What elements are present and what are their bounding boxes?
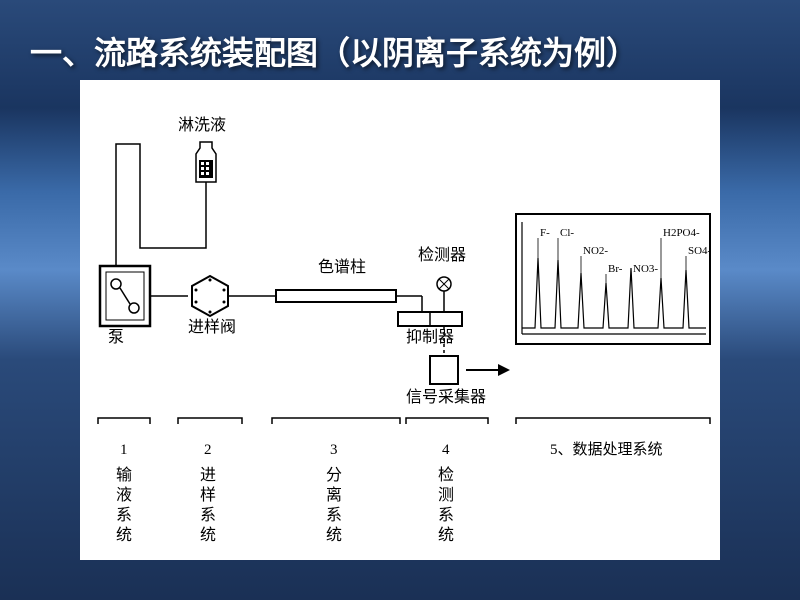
valve-icon	[192, 276, 228, 316]
section-name-char: 液	[116, 486, 132, 504]
collector-icon	[430, 356, 458, 384]
section-name-char: 系	[326, 506, 342, 524]
section-name-char: 检	[438, 466, 454, 484]
label-detector: 检测器	[418, 246, 466, 264]
section-2-num: 2	[204, 442, 212, 458]
peak-label: Cl-	[560, 227, 574, 239]
section-1-num: 1	[120, 442, 128, 458]
section-name-char: 输	[116, 466, 132, 484]
peak-label: NO3-	[633, 263, 658, 275]
label-pump: 泵	[108, 328, 124, 346]
section-name-char: 系	[200, 506, 216, 524]
section-name-char: 进	[200, 466, 216, 484]
section-brackets	[98, 418, 710, 424]
label-valve: 进样阀	[188, 318, 236, 336]
section-5-num: 5、数据处理系统	[550, 441, 663, 458]
label-eluent: 淋洗液	[178, 116, 226, 134]
detector-icon	[437, 277, 451, 291]
section-name-char: 测	[438, 486, 454, 504]
peak-label: H2PO4-	[663, 227, 700, 239]
eluent-bottle-icon	[196, 142, 216, 182]
label-collector: 信号采集器	[406, 388, 486, 406]
section-name-char: 系	[116, 506, 132, 524]
label-suppressor: 抑制器	[406, 328, 454, 346]
section-4-num: 4	[442, 442, 450, 458]
diagram-panel: 淋洗液 泵	[80, 80, 720, 560]
section-name-char: 样	[200, 486, 216, 504]
section-name-char: 统	[438, 526, 454, 544]
peak-label: SO4-	[688, 245, 712, 257]
flow-diagram: 淋洗液 泵	[80, 80, 720, 560]
pump-icon	[100, 266, 150, 326]
section-name-char: 系	[438, 506, 454, 524]
column-icon	[276, 290, 396, 302]
section-name-char: 统	[326, 526, 342, 544]
section-name-char: 离	[326, 486, 342, 504]
section-name-char: 统	[200, 526, 216, 544]
peak-label: F-	[540, 227, 550, 239]
section-name-char: 统	[116, 526, 132, 544]
peak-label: Br-	[608, 263, 623, 275]
section-name-char: 分	[326, 466, 342, 484]
slide: 一、流路系统装配图（以阴离子系统为例） 淋洗液 泵	[0, 0, 800, 600]
tube-eluent-pump	[116, 144, 206, 285]
label-column: 色谱柱	[318, 258, 366, 276]
arrow-icon	[466, 364, 510, 376]
section-3-num: 3	[330, 442, 338, 458]
peak-label: NO2-	[583, 245, 608, 257]
page-title: 一、流路系统装配图（以阴离子系统为例）	[30, 28, 638, 74]
